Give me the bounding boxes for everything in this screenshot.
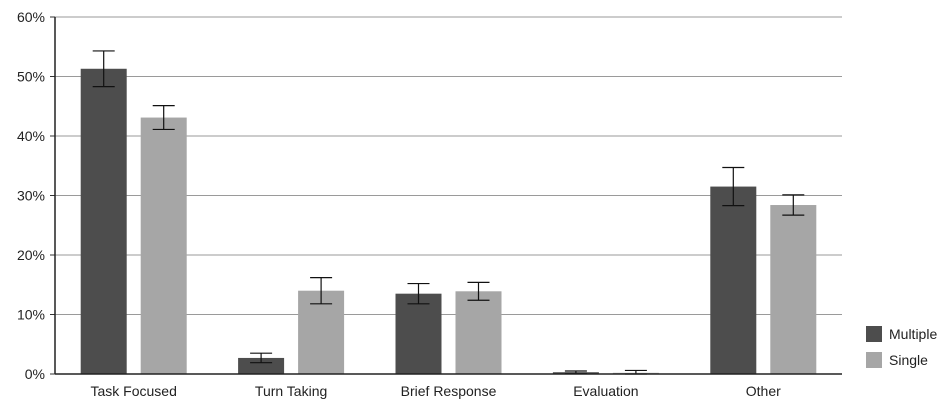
legend-label-single: Single <box>889 352 928 368</box>
error-bars <box>92 50 805 375</box>
bars <box>80 68 817 375</box>
x-category-label: Brief Response <box>401 383 497 399</box>
axes <box>54 17 842 375</box>
bar-multiple-other <box>710 186 757 374</box>
y-tick-label: 60% <box>17 9 45 25</box>
x-category-label: Evaluation <box>573 383 638 399</box>
y-axis-ticks: 0% 10% 20% 30% 40% 50% 60% <box>17 9 55 382</box>
x-category-label: Turn Taking <box>255 383 327 399</box>
bar-single-turn-taking <box>298 290 345 374</box>
bar-single-other <box>770 205 817 374</box>
y-tick-label: 50% <box>17 69 45 85</box>
legend-swatch-single <box>866 352 882 368</box>
bar-multiple-brief-response <box>395 293 442 374</box>
bar-multiple-task-focused <box>80 68 127 374</box>
x-axis-category-labels: Task Focused Turn Taking Brief Response Eva… <box>91 383 782 399</box>
x-category-label: Other <box>746 383 781 399</box>
y-tick-label: 30% <box>17 188 45 204</box>
y-tick-label: 0% <box>25 366 45 382</box>
y-tick-label: 20% <box>17 247 45 263</box>
legend-label-multiple: Multiple <box>889 326 937 342</box>
y-tick-label: 10% <box>17 307 45 323</box>
legend-swatch-multiple <box>866 326 882 342</box>
legend: Multiple Single <box>866 326 937 368</box>
y-tick-label: 40% <box>17 128 45 144</box>
x-category-label: Task Focused <box>91 383 177 399</box>
bar-single-task-focused <box>140 117 187 375</box>
bar-multiple-turn-taking <box>238 357 285 374</box>
bar-single-brief-response <box>455 291 502 374</box>
